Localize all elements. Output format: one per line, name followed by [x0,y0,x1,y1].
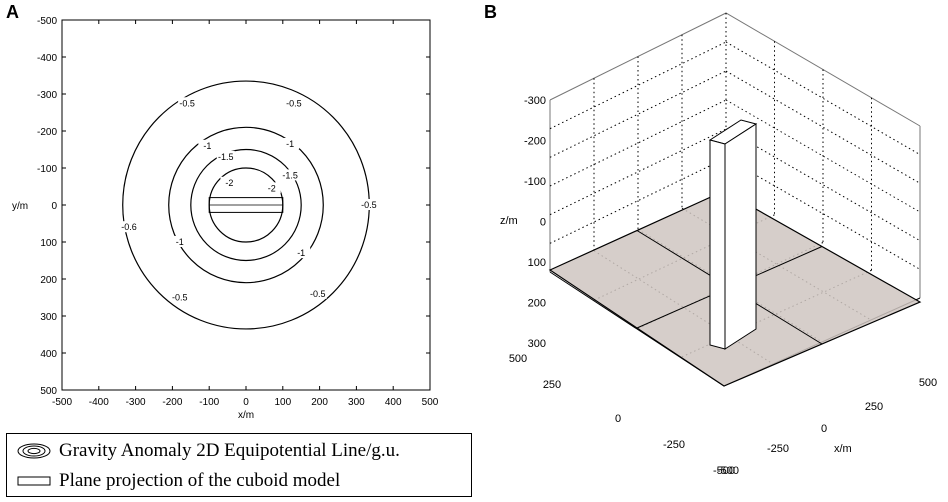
contour-label: -1 [286,139,294,149]
y-tick-label: 0 [615,413,621,425]
x-tick-label: -300 [126,397,146,408]
y-axis-label: y/m [12,201,28,212]
x-tick-label: -250 [767,443,789,455]
y-tick-label: -400 [37,53,57,64]
x-tick-label: 500 [919,377,937,389]
box-top-edge [549,12,921,127]
y-tick-label: -500 [717,465,739,477]
y-tick-label: -300 [37,90,57,101]
x-tick-label: 0 [243,397,249,408]
y-tick-label: -250 [663,439,685,451]
x-tick-label: -200 [162,397,182,408]
x-axis-label: x/m [238,410,254,421]
contour-label: -0.5 [310,289,326,299]
contour-label-bg [281,137,300,149]
grid-line [725,128,921,242]
grid-line [549,70,727,158]
x-axis-label: x/m [834,443,852,455]
z-tick-label: -100 [524,176,546,188]
contour-label: -1 [176,237,184,247]
x-tick-label: 300 [348,397,365,408]
x-tick-label: 200 [311,397,328,408]
x-tick-label: 400 [385,397,402,408]
x-tick-label: -500 [713,465,735,477]
grid-line [549,99,727,187]
z-axis-label: z/m [500,215,518,227]
contour-label-bg [198,139,217,151]
contour-label: -0.5 [286,98,302,108]
panel-a-letter: A [6,2,19,22]
z-tick-label: -300 [524,95,546,107]
grid-line [549,128,727,216]
z-tick-label: 100 [528,257,546,269]
legend-cuboid-label: Plane projection of the cuboid model [59,470,341,491]
x-tick-label: -100 [199,397,219,408]
contour-line [168,126,324,284]
y-tick-label: 500 [40,386,57,397]
contour-label-bg [359,199,378,210]
y-tick-label: 300 [40,312,57,323]
cuboid-side-face [724,123,757,350]
cuboid-front-face [709,139,726,350]
y-tick-label: 0 [51,201,57,212]
x-tick-label: 100 [274,397,291,408]
contour-label: -2 [268,183,276,193]
contour-chart: -500 -400 -300 -200 -100 0 100 200 300 400 500-500… [12,16,439,421]
grid-line [725,157,921,270]
legend: Gravity Anomaly 2D Equipotential Line/g.… [6,433,472,497]
contour-label: -1.5 [218,152,234,162]
grid-line [725,41,921,156]
contour-label: -1 [297,248,305,258]
contour-label: -1 [203,141,211,151]
x-tick-label: -400 [89,397,109,408]
y-tick-label: 200 [40,275,57,286]
legend-contour-label: Gravity Anomaly 2D Equipotential Line/g.… [59,440,400,461]
grid-line [725,70,921,184]
grid-line [549,41,727,130]
contour-label-bg [170,291,189,303]
z-tick-label: -200 [524,136,546,148]
y-tick-label: -200 [37,127,57,138]
y-tick-label: -100 [37,164,57,175]
legend-item-contour: Gravity Anomaly 2D Equipotential Line/g.… [17,440,400,462]
z-tick-label: 300 [528,338,546,350]
contour-label-bg [220,176,239,188]
contour-label: -0.5 [361,200,377,210]
contour-label: -1.5 [282,170,298,180]
x-tick-label: 250 [865,401,883,413]
x-tick-label: 500 [422,397,439,408]
grid-line [725,99,921,213]
contour-label-bg [178,97,197,109]
contour-label-bg [262,182,281,194]
3d-chart: -300 -200 -100 0 100 200 300 z/m 500 250 0 -250 -500… [500,12,937,477]
contour-label: -2 [225,178,233,188]
contour-label-bg [308,287,327,299]
contour-label: -0.5 [179,98,195,108]
contour-legend-icon [17,443,51,459]
contour-label-bg [216,150,235,162]
panel-b-letter: B [484,2,497,22]
y-tick-label: -500 [37,16,57,27]
contour-label: -0.6 [121,222,137,232]
contour-label: -0.5 [172,293,188,303]
contour-label-bg [281,169,300,181]
y-tick-label: 100 [40,238,57,249]
contour-label-bg [170,236,189,247]
z-tick-label: 0 [540,217,546,229]
rectangle-legend-icon [17,476,51,486]
contour-label-bg [292,247,311,259]
contour-line [190,148,302,262]
grid-line [549,157,727,244]
y-tick-label: 250 [543,379,561,391]
contour-label-bg [284,97,303,109]
y-tick-label: 500 [509,353,527,365]
x-tick-label: -500 [52,397,72,408]
contour-label-bg [119,221,138,233]
y-tick-label: 400 [40,349,57,360]
x-tick-label: 0 [821,423,827,435]
legend-item-cuboid: Plane projection of the cuboid model [17,470,340,492]
z-tick-label: 200 [528,298,546,310]
